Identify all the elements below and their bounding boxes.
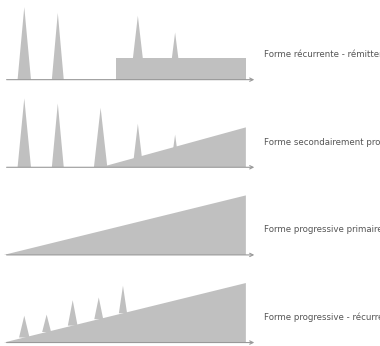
Polygon shape — [4, 283, 246, 343]
Polygon shape — [52, 103, 64, 167]
Polygon shape — [19, 316, 30, 337]
Polygon shape — [42, 315, 51, 332]
Polygon shape — [94, 298, 103, 319]
Text: Forme récurrente - rémittente: Forme récurrente - rémittente — [264, 50, 380, 59]
Text: Forme secondairement progressivé: Forme secondairement progressivé — [264, 137, 380, 147]
Polygon shape — [229, 147, 236, 167]
Polygon shape — [4, 195, 246, 255]
Polygon shape — [169, 33, 181, 80]
Text: Forme progressive primaire: Forme progressive primaire — [264, 225, 380, 234]
Polygon shape — [171, 135, 180, 167]
Polygon shape — [17, 98, 31, 167]
Polygon shape — [94, 108, 107, 167]
Polygon shape — [119, 286, 127, 313]
Polygon shape — [116, 58, 246, 80]
Polygon shape — [17, 7, 31, 80]
Polygon shape — [130, 16, 145, 80]
Polygon shape — [68, 300, 78, 326]
Text: Forme progressive - récurrente: Forme progressive - récurrente — [264, 312, 380, 322]
Polygon shape — [52, 13, 64, 80]
Polygon shape — [203, 141, 211, 167]
Polygon shape — [4, 127, 246, 167]
Polygon shape — [133, 124, 143, 167]
